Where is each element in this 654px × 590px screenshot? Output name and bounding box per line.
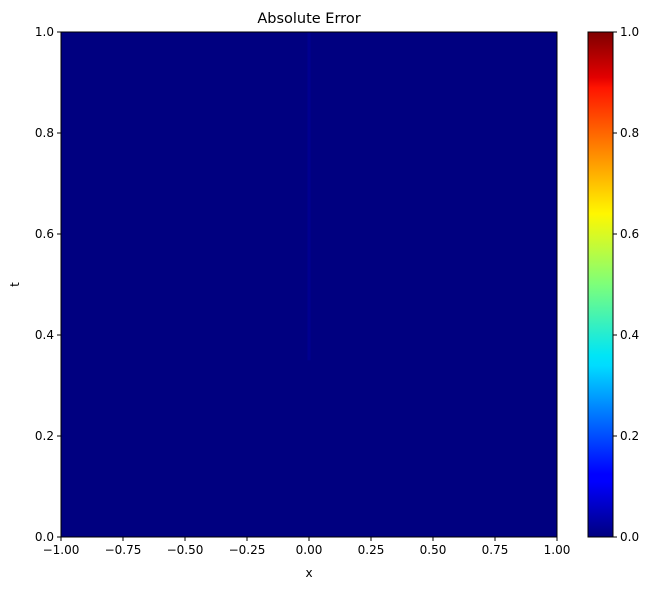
- x-axis: −1.00 −0.75 −0.50 −0.25 0.00 0.25 0.50 0.75 1.00: [43, 537, 571, 557]
- y-axis: 0.0 0.2 0.4 0.6 0.8 1.0: [35, 25, 61, 544]
- y-tick-label: 0.0: [35, 530, 54, 544]
- y-tick-label: 0.2: [35, 429, 54, 443]
- x-tick-label: 0.00: [296, 543, 323, 557]
- x-tick-label: 0.50: [420, 543, 447, 557]
- x-tick-label: 0.25: [358, 543, 385, 557]
- colorbar: 0.0 0.2 0.4 0.6 0.8 1.0: [587, 25, 639, 544]
- x-tick-label: −0.75: [105, 543, 142, 557]
- colorbar-tick-label: 0.2: [620, 429, 639, 443]
- heatmap-streak-core: [308, 32, 310, 361]
- x-tick-label: −0.50: [167, 543, 204, 557]
- colorbar-gradient: [587, 31, 614, 538]
- y-tick-label: 0.6: [35, 227, 54, 241]
- y-axis-label: t: [8, 282, 22, 287]
- x-tick-label: −1.00: [43, 543, 80, 557]
- x-axis-label: x: [305, 566, 312, 580]
- y-tick-label: 0.8: [35, 126, 54, 140]
- colorbar-tick-label: 0.0: [620, 530, 639, 544]
- colorbar-tick-label: 1.0: [620, 25, 639, 39]
- colorbar-tick-label: 0.4: [620, 328, 639, 342]
- chart-title: Absolute Error: [257, 11, 360, 27]
- colorbar-tick-label: 0.6: [620, 227, 639, 241]
- y-tick-label: 0.4: [35, 328, 54, 342]
- x-tick-label: 0.75: [482, 543, 509, 557]
- y-tick-label: 1.0: [35, 25, 54, 39]
- plot-area: [60, 31, 558, 538]
- colorbar-ticks: 0.0 0.2 0.4 0.6 0.8 1.0: [613, 25, 639, 544]
- heatmap-features: [307, 32, 311, 361]
- colorbar-tick-label: 0.8: [620, 126, 639, 140]
- x-tick-label: −0.25: [229, 543, 266, 557]
- x-tick-label: 1.00: [544, 543, 571, 557]
